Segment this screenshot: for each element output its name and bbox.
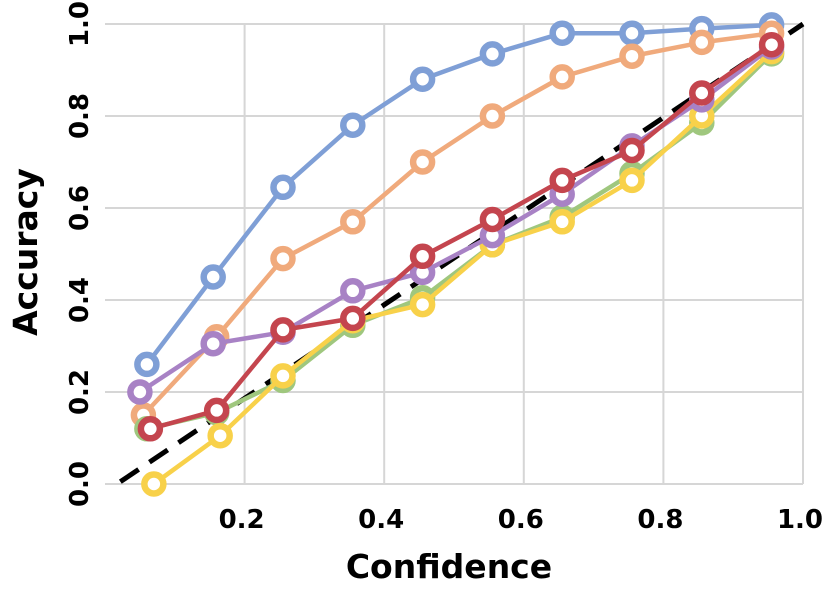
series-yellow-point [619, 167, 645, 194]
x-tick-label: 0.6 [498, 505, 544, 535]
series-yellow-point [270, 363, 296, 389]
y-tick-label: 0.0 [65, 461, 95, 507]
x-tick-label: 0.2 [219, 505, 265, 535]
series-yellow-point [409, 291, 436, 318]
x-tick-label: 0.4 [358, 505, 404, 535]
series-purple [127, 34, 785, 405]
y-tick-label: 0.8 [65, 93, 95, 139]
series-orange-point [270, 245, 296, 272]
x-tick-label: 0.8 [637, 505, 683, 535]
y-axis-title: Accuracy [6, 168, 45, 336]
series-orange-line [141, 30, 774, 418]
series-blue-point [200, 264, 226, 290]
series-red-point [689, 80, 715, 106]
series-layer [127, 12, 785, 497]
series-orange-point [479, 103, 506, 129]
series-yellow-line [151, 49, 774, 487]
series-red-point [549, 167, 575, 194]
series-red-point [340, 305, 366, 332]
series-orange-point [409, 149, 436, 175]
series-blue-point [340, 112, 366, 138]
series-orange-point [549, 64, 575, 90]
series-orange-point [619, 43, 645, 69]
series-red-point [270, 317, 296, 343]
series-orange-point [340, 209, 366, 235]
series-yellow-point [207, 422, 233, 449]
y-tick-label: 0.4 [65, 277, 95, 323]
series-yellow-point [549, 209, 575, 235]
y-axis-ticks: 0.0 0.2 0.4 0.6 0.8 1.0 [65, 1, 95, 507]
x-axis-title: Confidence [346, 547, 552, 586]
x-tick-label: 1.0 [777, 505, 823, 535]
series-blue-point [549, 20, 575, 46]
x-axis-ticks: 0.2 0.4 0.6 0.8 1.0 [219, 505, 823, 535]
series-red-point [619, 137, 645, 164]
series-red-point [409, 243, 436, 270]
series-blue-point [619, 20, 645, 46]
series-purple-line [137, 44, 774, 395]
series-yellow-point [141, 471, 167, 497]
series-blue-point [134, 351, 160, 378]
y-tick-label: 1.0 [65, 1, 95, 47]
series-purple-point [340, 278, 366, 304]
series-red-line [148, 42, 774, 432]
series-red [137, 31, 785, 442]
series-blue [134, 12, 785, 378]
y-tick-label: 0.6 [65, 185, 95, 231]
series-red-point [758, 31, 785, 58]
series-red-point [137, 416, 164, 442]
series-orange-point [689, 29, 715, 56]
series-blue-line [144, 22, 774, 367]
series-orange [130, 20, 785, 428]
series-purple-point [200, 330, 226, 357]
series-red-point [479, 206, 506, 233]
series-red-point [203, 397, 230, 424]
series-blue-point [409, 66, 436, 92]
y-tick-label: 0.2 [65, 369, 95, 415]
series-blue-point [479, 41, 506, 67]
series-purple-point [127, 379, 153, 405]
series-blue-point [270, 174, 296, 201]
